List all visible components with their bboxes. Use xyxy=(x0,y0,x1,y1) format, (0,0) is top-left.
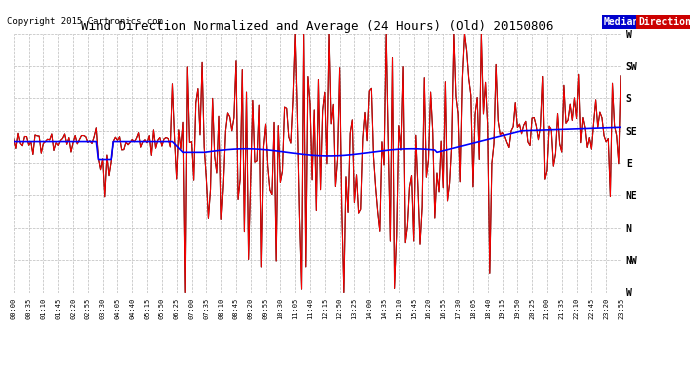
Text: Copyright 2015 Cartronics.com: Copyright 2015 Cartronics.com xyxy=(7,17,163,26)
Text: Median: Median xyxy=(604,17,639,27)
Text: Direction: Direction xyxy=(638,17,690,27)
Title: Wind Direction Normalized and Average (24 Hours) (Old) 20150806: Wind Direction Normalized and Average (2… xyxy=(81,20,553,33)
